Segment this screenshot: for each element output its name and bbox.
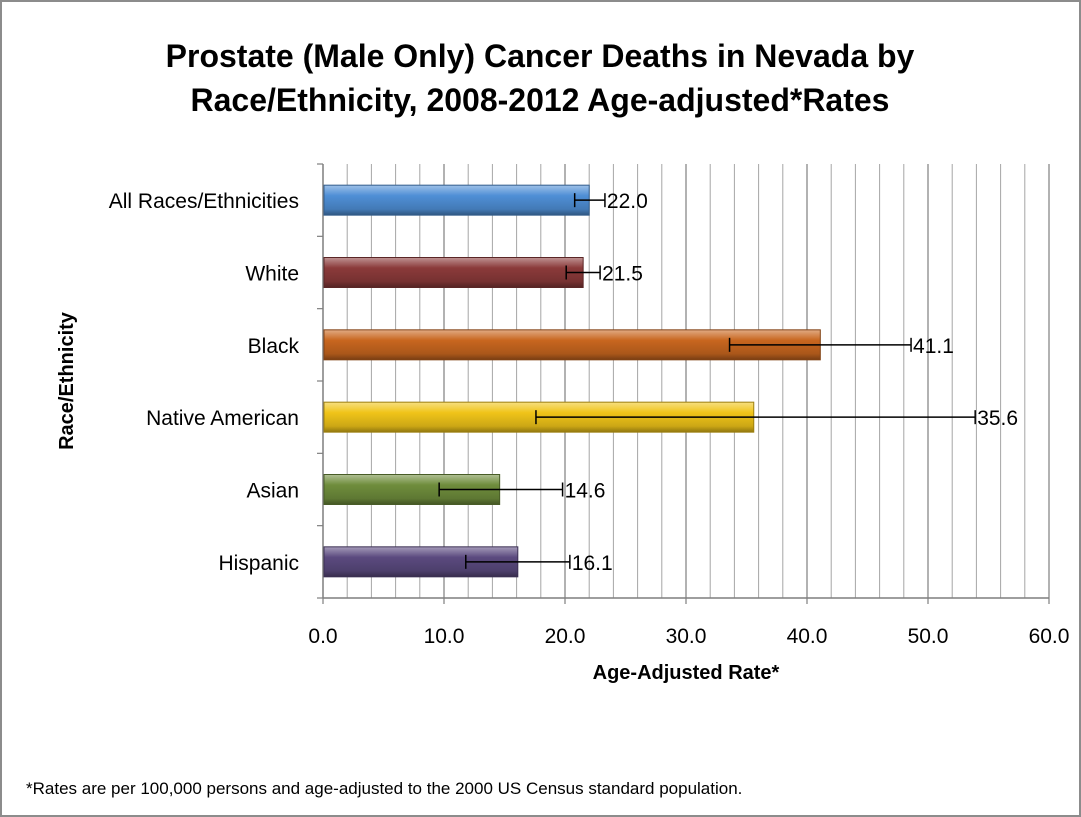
category-label: Native American	[146, 407, 299, 430]
bar	[323, 257, 584, 288]
category-label: All Races/Ethnicities	[109, 190, 299, 213]
x-tick-label: 50.0	[908, 625, 949, 648]
category-label: Asian	[246, 480, 299, 503]
labels: 0.0 10.0 20.0 30.0 40.0 50.0 60.0 22.0 All Races…	[109, 190, 1070, 648]
data-label: 41.1	[913, 335, 954, 358]
bars	[323, 184, 976, 578]
chart-footnote: *Rates are per 100,000 persons and age-a…	[26, 779, 743, 798]
category-label: Hispanic	[218, 552, 299, 575]
chart-title: Prostate (Male Only) Cancer Deaths in Ne…	[60, 34, 1020, 122]
axes	[317, 163, 1050, 604]
x-tick-label: 10.0	[424, 625, 465, 648]
data-label: 14.6	[565, 480, 606, 503]
x-axis-title: Age-Adjusted Rate*	[593, 662, 780, 684]
x-tick-label: 0.0	[308, 625, 337, 648]
category-label: White	[245, 263, 299, 286]
x-tick-label: 40.0	[787, 625, 828, 648]
y-axis-title: Race/Ethnicity	[56, 311, 78, 450]
data-label: 21.5	[602, 263, 643, 286]
category-label: Black	[248, 335, 300, 358]
chart-title-line-1: Prostate (Male Only) Cancer Deaths in Ne…	[165, 38, 915, 74]
bar	[323, 184, 590, 216]
chart-title-line-2: Race/Ethnicity, 2008-2012 Age-adjusted*R…	[190, 82, 890, 118]
x-tick-label: 30.0	[666, 625, 707, 648]
gridlines	[346, 164, 1050, 598]
data-label: 16.1	[572, 552, 613, 575]
x-tick-label: 60.0	[1029, 625, 1070, 648]
x-tick-label: 20.0	[545, 625, 586, 648]
data-label: 22.0	[607, 190, 648, 213]
data-label: 35.6	[977, 407, 1018, 430]
